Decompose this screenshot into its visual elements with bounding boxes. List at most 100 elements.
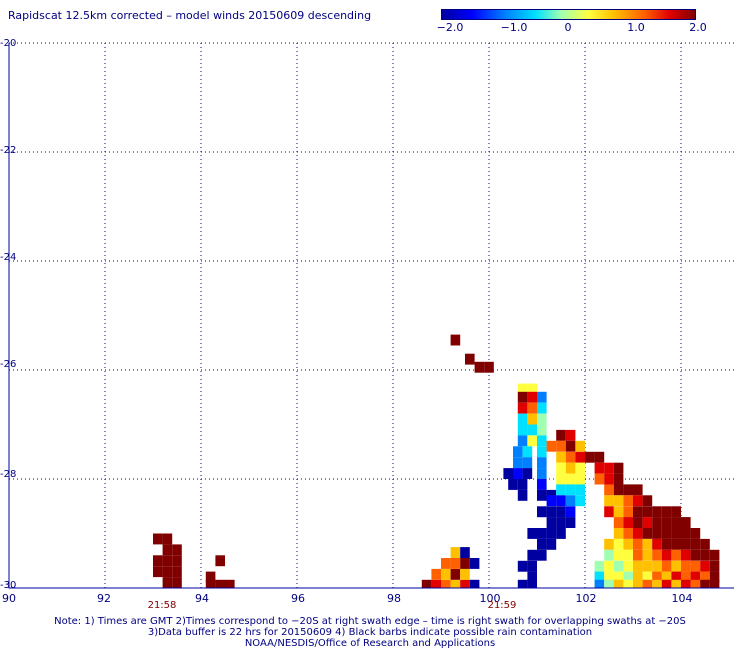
data-cell (565, 451, 576, 463)
y-tick-label: -22 (0, 145, 17, 156)
data-cell (623, 495, 633, 507)
data-cell (556, 528, 566, 539)
data-cell (460, 579, 470, 591)
data-cell (633, 571, 643, 583)
data-cell (517, 402, 528, 414)
data-cell (613, 506, 624, 518)
data-cell (661, 538, 672, 550)
data-cell (546, 440, 557, 452)
data-cell (527, 402, 537, 414)
data-cell (681, 517, 691, 528)
data-cell (633, 549, 643, 561)
data-cell (162, 566, 173, 578)
data-cell (460, 558, 470, 569)
data-cell (613, 473, 624, 485)
data-cell (153, 566, 163, 578)
data-cell (527, 424, 537, 436)
data-cell (623, 484, 633, 496)
data-cell (517, 560, 528, 572)
data-cell (556, 451, 566, 463)
data-cell (546, 528, 557, 539)
data-cell (215, 555, 225, 567)
data-cell (594, 451, 605, 463)
data-cell (537, 413, 547, 425)
data-cell (681, 538, 691, 550)
data-cell (613, 549, 624, 561)
data-cell (594, 560, 605, 572)
data-cell (709, 571, 720, 583)
data-cell (469, 579, 480, 591)
data-cell (517, 391, 528, 403)
data-cell (642, 528, 653, 539)
data-cell (537, 435, 547, 447)
data-cell (565, 462, 576, 474)
data-cell (642, 506, 653, 518)
colorbar-tick: −2.0 (436, 21, 464, 34)
x-tick-label: 100 (479, 592, 501, 605)
data-cell (537, 457, 547, 469)
y-tick-label: -30 (0, 580, 17, 591)
y-tick-label: -24 (0, 252, 17, 263)
data-cell (556, 473, 566, 485)
data-cell (527, 549, 537, 561)
data-cell (517, 479, 528, 490)
data-cell (537, 538, 547, 550)
data-cell (546, 538, 557, 550)
data-cell (671, 560, 681, 572)
data-cell (613, 528, 624, 539)
data-cell (690, 579, 701, 591)
data-cell (700, 560, 710, 572)
data-cell (441, 568, 451, 580)
data-cell (517, 489, 528, 501)
data-cell (671, 528, 681, 539)
data-cell (527, 413, 537, 425)
data-cell (623, 560, 633, 572)
data-cell (172, 544, 182, 556)
data-cell (503, 468, 513, 479)
data-cell (700, 579, 710, 591)
data-cell (661, 571, 672, 583)
data-cell (441, 558, 451, 569)
data-cell (431, 568, 441, 580)
data-cell (162, 544, 173, 556)
data-cell (604, 495, 614, 507)
data-cell (172, 555, 182, 567)
data-cell (484, 361, 494, 373)
data-cell (465, 353, 475, 365)
data-cell (690, 560, 701, 572)
note-line-3: NOAA/NESDIS/Office of Research and Appli… (244, 638, 496, 649)
data-cell (575, 462, 585, 474)
data-cell (671, 579, 681, 591)
data-cell (709, 560, 720, 572)
data-cell (162, 533, 173, 545)
data-cell (700, 549, 710, 561)
data-cell (709, 579, 720, 591)
x-tick-label: 94 (195, 592, 209, 605)
data-cell (604, 462, 614, 474)
data-cell (623, 571, 633, 583)
data-cell (172, 566, 182, 578)
data-cell (527, 391, 537, 403)
data-cell (633, 506, 643, 518)
data-cell (661, 560, 672, 572)
data-cell (172, 577, 182, 588)
data-cell (604, 484, 614, 496)
data-cell (527, 571, 537, 583)
axis-margin (0, 588, 740, 650)
data-cell (225, 579, 235, 591)
data-cell (522, 446, 533, 458)
data-cell (681, 579, 691, 591)
data-cell (594, 462, 605, 474)
x-tick-label: 102 (575, 592, 597, 605)
data-cell (546, 495, 557, 507)
data-cell (556, 495, 566, 507)
data-cell (604, 560, 614, 572)
data-cell (441, 579, 451, 591)
data-cell (565, 506, 576, 518)
data-cell (613, 560, 624, 572)
data-cell (527, 435, 537, 447)
data-cell (652, 506, 662, 518)
data-cell (613, 495, 624, 507)
data-cell (700, 571, 710, 583)
data-cell (153, 533, 163, 545)
